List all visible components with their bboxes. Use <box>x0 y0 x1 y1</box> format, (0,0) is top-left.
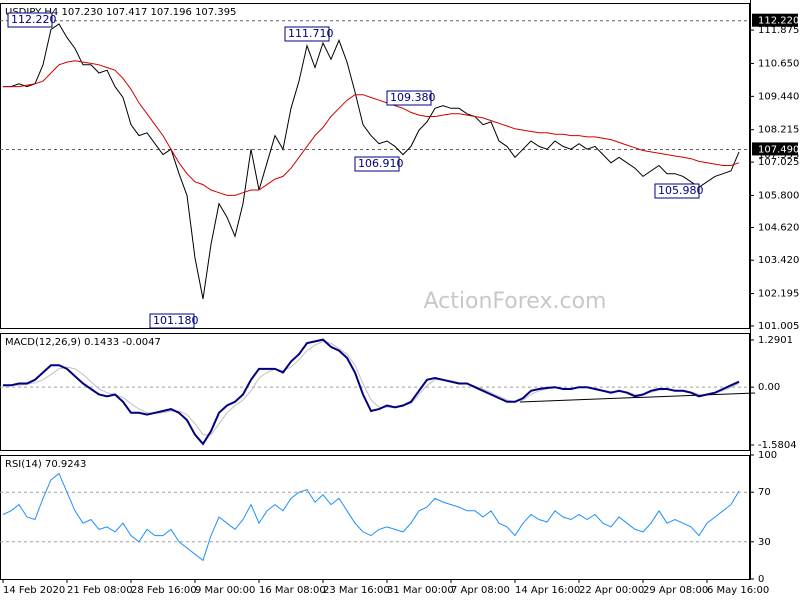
y-tick-label: 103.420 <box>758 255 799 266</box>
level-label: 107.490 <box>758 144 799 155</box>
level-label: 112.220 <box>758 16 799 27</box>
y-tick-label: 30 <box>758 537 771 548</box>
x-tick-label: 9 Mar 00:00 <box>195 585 255 596</box>
x-tick-label: 22 Apr 00:00 <box>579 585 644 596</box>
annotation-box <box>284 26 330 42</box>
panel-title: RSI(14) 70.9243 <box>5 459 86 470</box>
annotation: 106.910 <box>358 157 404 170</box>
level-box <box>752 142 798 156</box>
series-line <box>3 338 740 446</box>
panel-frame <box>0 455 750 580</box>
annotation: 101.180 <box>153 314 199 327</box>
y-tick-label: 111.875 <box>758 25 799 36</box>
annotation-box <box>7 12 53 28</box>
annotation: 105.980 <box>658 184 704 197</box>
y-tick-label: 107.025 <box>758 157 799 168</box>
series-line <box>2 472 740 562</box>
y-tick-label: 0.00 <box>758 382 780 393</box>
panel-title: USDJPY,H4 107.230 107.417 107.196 107.39… <box>5 7 236 18</box>
y-tick-label: 101.005 <box>758 321 799 332</box>
last-price-label: 107.395 <box>758 150 799 161</box>
panel-frame <box>0 333 750 451</box>
y-tick-label: 109.440 <box>758 91 799 102</box>
y-tick-label: 104.620 <box>758 223 799 234</box>
annotation: 111.710 <box>288 27 334 40</box>
x-tick-label: 16 Mar 08:00 <box>259 585 326 596</box>
x-tick-label: 14 Apr 16:00 <box>515 585 580 596</box>
level-box <box>752 13 798 27</box>
x-tick-label: 28 Feb 16:00 <box>131 585 197 596</box>
x-tick-label: 29 Apr 08:00 <box>643 585 708 596</box>
y-tick-label: 0 <box>758 574 764 585</box>
annotation-box <box>149 313 195 329</box>
annotation-box <box>654 183 700 199</box>
x-tick-label: 31 Mar 00:00 <box>387 585 454 596</box>
y-tick-label: 70 <box>758 487 771 498</box>
y-tick-label: 1.2901 <box>758 335 793 346</box>
series-line <box>3 60 740 196</box>
series-line <box>3 23 740 299</box>
y-tick-label: 102.195 <box>758 289 799 300</box>
x-tick-label: 7 Apr 08:00 <box>451 585 510 596</box>
watermark: ActionForex.com <box>424 289 607 314</box>
trend-line <box>519 392 756 403</box>
annotation-box <box>354 156 400 172</box>
annotation-box <box>386 90 432 106</box>
x-tick-label: 21 Feb 08:00 <box>67 585 133 596</box>
x-tick-label: 6 May 16:00 <box>707 585 769 596</box>
annotation: 109.380 <box>390 91 436 104</box>
y-tick-label: -1.5804 <box>758 440 797 451</box>
x-tick-label: 14 Feb 2020 <box>3 585 65 596</box>
x-tick-label: 23 Mar 16:00 <box>323 585 390 596</box>
y-tick-label: 100 <box>758 450 777 461</box>
panel-frame <box>0 3 750 329</box>
y-tick-label: 108.215 <box>758 125 799 136</box>
annotation: 112.220 <box>11 13 57 26</box>
panel-title: MACD(12,26,9) 0.1433 -0.0047 <box>5 337 161 348</box>
y-tick-label: 105.800 <box>758 190 799 201</box>
y-tick-label: 110.650 <box>758 58 799 69</box>
